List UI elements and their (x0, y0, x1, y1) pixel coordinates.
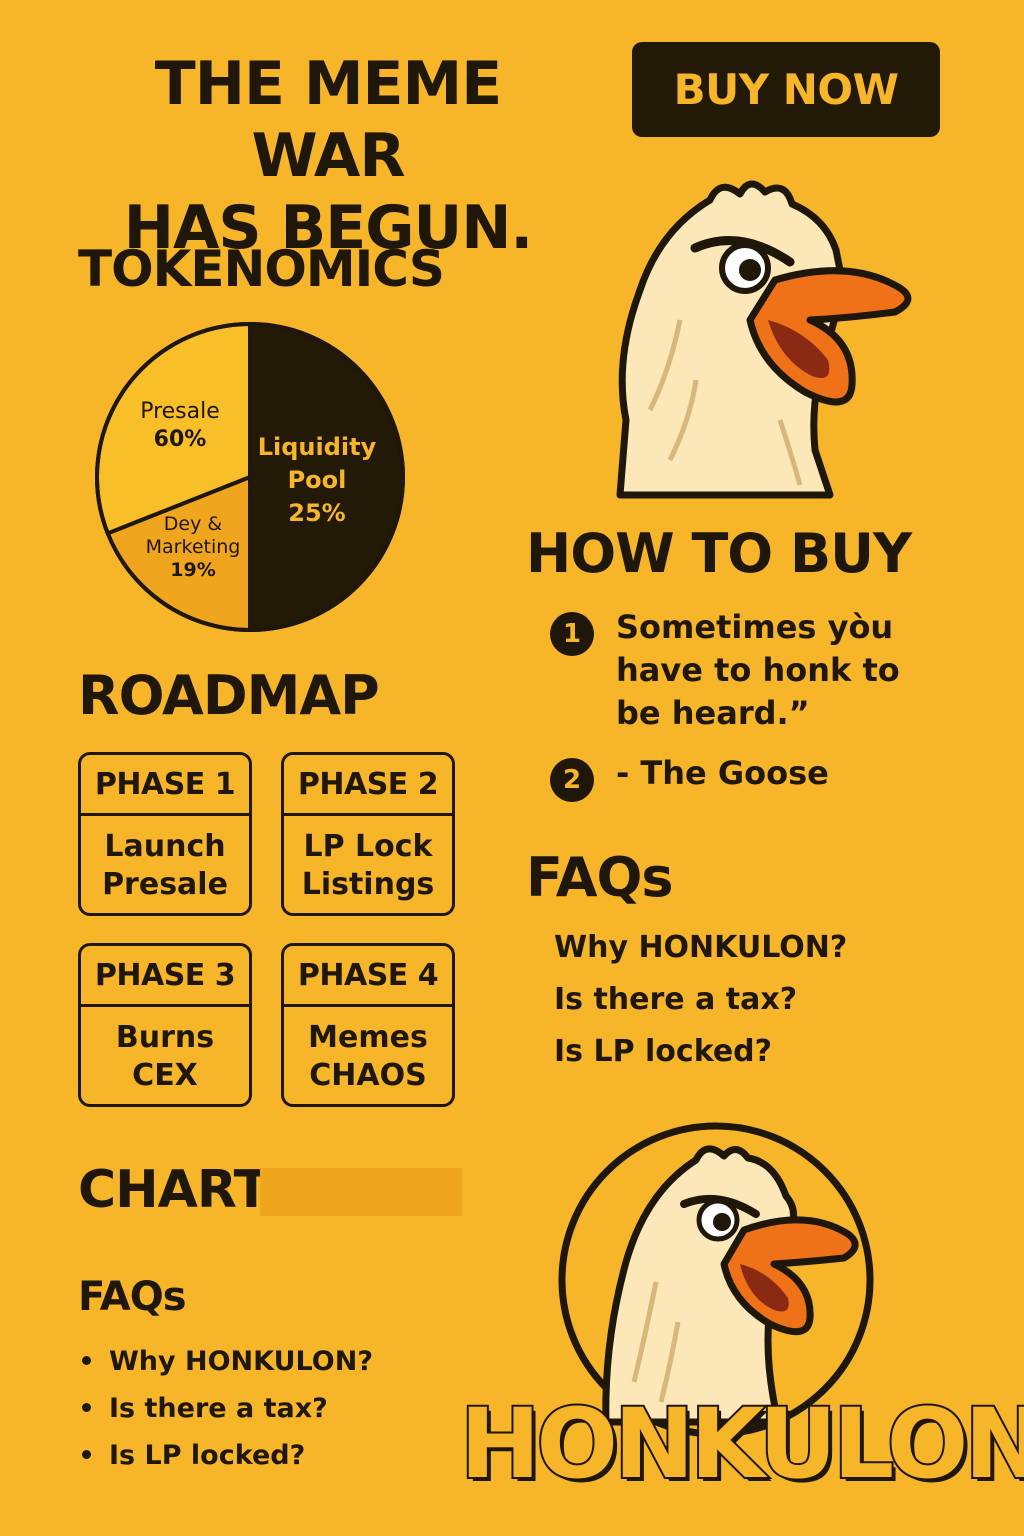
bullet-icon (82, 1403, 91, 1412)
goose-logo-icon (456, 1112, 976, 1516)
faq-item[interactable]: Is there a tax? (78, 1385, 373, 1432)
pie-label-line: Pool (288, 466, 347, 494)
angry-goose-icon (600, 170, 930, 500)
faq-item[interactable]: Is LP locked? (554, 1034, 773, 1069)
hero-title: THE MEME WAR HAS BEGUN. (78, 48, 578, 264)
phase-item: Presale (102, 867, 228, 902)
hero-title-line1: THE MEME WAR (154, 49, 502, 191)
pie-svg: Liquidity Pool 25% Dey & Marketing 19% Presale… (95, 321, 405, 633)
faq-question: Why HONKULON? (109, 1346, 373, 1377)
how-to-buy-heading: HOW TO BUY (526, 522, 912, 585)
step-number-badge: 1 (550, 612, 594, 656)
phase-item: Memes (308, 1020, 428, 1055)
pie-label-line: Presale (140, 399, 220, 424)
how-to-buy-step-1: 1 Sometimes yòu have to honk to be heard… (550, 606, 970, 735)
step-text-line: have to honk to (616, 651, 900, 689)
phase-title: PHASE 2 (284, 755, 452, 816)
phase-card-1: PHASE 1 Launch Presale (78, 752, 252, 916)
step-number-badge: 2 (550, 758, 594, 802)
step-text-line: be heard.” (616, 694, 810, 732)
tokenomics-heading: TOKENOMICS (78, 240, 445, 298)
pie-outline (95, 322, 405, 632)
phase-title: PHASE 1 (81, 755, 249, 816)
phase-item: Launch (104, 829, 226, 864)
pie-label-line: 25% (288, 499, 345, 527)
how-to-buy-step-2: 2 - The Goose (550, 752, 970, 802)
step-text-line: Sometimes yòu (616, 608, 894, 646)
step-text-line: - The Goose (616, 754, 829, 792)
phase-item: CHAOS (309, 1058, 427, 1093)
bullet-icon (82, 1356, 91, 1365)
faq-item[interactable]: Why HONKULON? (78, 1338, 373, 1385)
phase-item: Burns (115, 1020, 215, 1055)
roadmap-heading: ROADMAP (78, 664, 380, 727)
hero-title-line2: HAS BEGUN. (123, 193, 533, 263)
pie-label-line: 19% (170, 559, 215, 581)
pie-label-line: Marketing (146, 536, 241, 558)
faq-left-list: Why HONKULON? Is there a tax? Is LP lock… (78, 1338, 373, 1479)
bullet-icon (82, 1450, 91, 1459)
pie-label-line: 60% (154, 427, 207, 452)
phase-card-3: PHASE 3 Burns CEX (78, 943, 252, 1107)
faq-right-heading: FAQs (526, 846, 674, 909)
phase-item: LP Lock (303, 829, 433, 864)
phase-title: PHASE 4 (284, 946, 452, 1007)
faq-question: Is LP locked? (109, 1440, 306, 1471)
chart-placeholder-bar (260, 1168, 462, 1216)
pie-label-2: Presale 60% (140, 399, 220, 452)
pie-label-line: Liquidity (258, 433, 377, 461)
phase-card-2: PHASE 2 LP Lock Listings (281, 752, 455, 916)
phase-item: CEX (132, 1058, 198, 1093)
phase-item: Listings (301, 867, 435, 902)
faq-item[interactable]: Is there a tax? (554, 982, 798, 1017)
faq-item[interactable]: Why HONKULON? (554, 930, 848, 965)
pie-label-0: Liquidity Pool 25% (258, 433, 377, 527)
buy-now-button[interactable]: BUY NOW (632, 42, 940, 137)
faq-left-heading: FAQs (78, 1274, 187, 1320)
pie-label-line: Dey & (164, 513, 223, 535)
faq-item[interactable]: Is LP locked? (78, 1432, 373, 1479)
pie-label-1: Dey & Marketing 19% (146, 513, 241, 581)
faq-question: Is there a tax? (109, 1393, 328, 1424)
chart-heading: CHART (78, 1160, 269, 1220)
tokenomics-pie-chart: Liquidity Pool 25% Dey & Marketing 19% Presale… (95, 320, 405, 635)
honkulon-logo-text: HONKULON (458, 1386, 1024, 1502)
phase-card-4: PHASE 4 Memes CHAOS (281, 943, 455, 1107)
phase-title: PHASE 3 (81, 946, 249, 1007)
faq-right-list: Why HONKULON? Is there a tax? Is LP lock… (554, 922, 847, 1078)
